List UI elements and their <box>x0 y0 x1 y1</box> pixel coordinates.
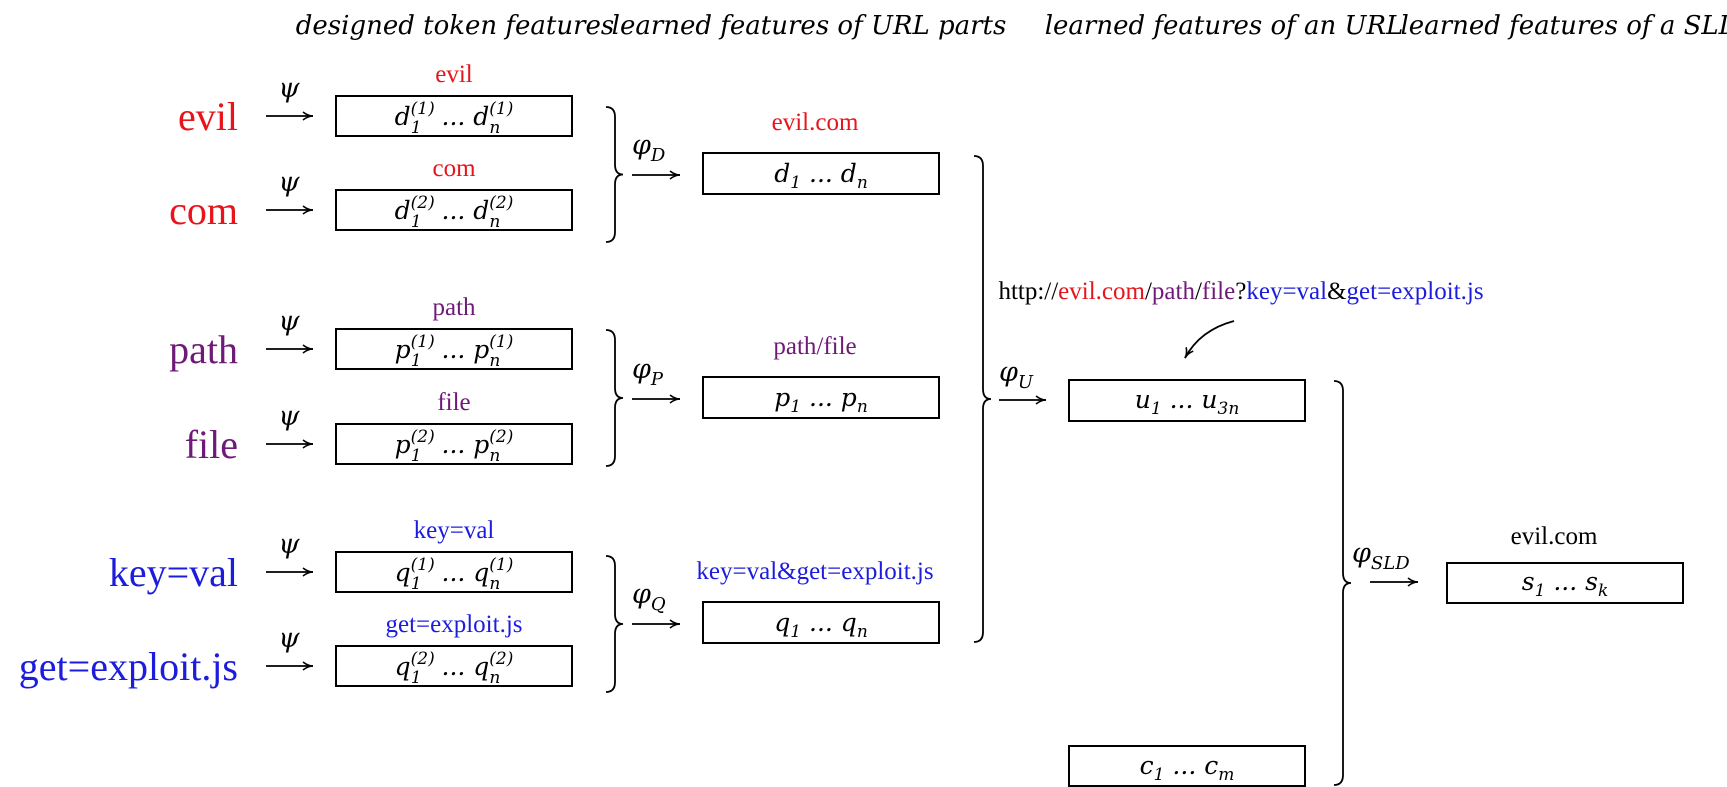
url-part-label: path/file <box>773 333 856 360</box>
token-feature-vector: q(1) 1 ... q(1) n <box>395 555 514 594</box>
token-box-label: evil <box>435 61 473 88</box>
url-segment: & <box>1327 278 1346 305</box>
sld-feature-box <box>1446 562 1684 604</box>
token-feature-box <box>335 95 573 137</box>
url-segment: file <box>1202 278 1235 305</box>
phi-url-symbol: φU <box>999 357 1034 393</box>
token-feature-vector: d(1) 1 ... d(1) n <box>395 99 514 138</box>
sld-label: evil.com <box>1511 523 1598 550</box>
url-segment: get=exploit.js <box>1347 278 1484 305</box>
url-segment: evil.com <box>1058 278 1145 305</box>
psi-symbol: ψ <box>278 529 300 560</box>
url-segment: key=val <box>1246 278 1327 305</box>
psi-symbol: ψ <box>278 623 300 654</box>
url-segment: http:// <box>998 278 1058 305</box>
token-box-label: get=exploit.js <box>386 611 523 638</box>
token-label: get=exploit.js <box>19 644 238 689</box>
token-feature-vector: d(2) 1 ... d(2) n <box>395 193 514 232</box>
url-segment: path <box>1152 278 1196 305</box>
token-group-brace <box>605 329 624 467</box>
token-label: com <box>169 188 238 233</box>
context-feature-box <box>1068 745 1306 787</box>
url-collection-brace <box>1333 380 1352 786</box>
url-part-label: evil.com <box>772 109 859 136</box>
token-feature-box <box>335 328 573 370</box>
url-feature-vector: u1 ... u3n <box>1135 385 1240 419</box>
context-feature-vector: c1 ... cm <box>1140 751 1235 785</box>
phi-part-symbol: φQ <box>632 579 666 615</box>
psi-symbol: ψ <box>278 401 300 432</box>
psi-symbol: ψ <box>278 73 300 104</box>
header-url-part-features: learned features of URL parts <box>612 11 1007 41</box>
token-row: evil ψ evil d(1) 1 ... d(1) n <box>178 61 573 139</box>
url-pointer-arrow <box>1184 320 1235 359</box>
url-segment: / <box>1195 278 1202 305</box>
url-part-row: φD evil.com d1 ... dn <box>605 106 940 243</box>
token-row: file ψ file p(2) 1 ... p(2) n <box>185 389 573 467</box>
token-feature-box <box>335 189 573 231</box>
token-feature-vector: p(1) 1 ... p(1) n <box>395 332 514 371</box>
token-feature-vector: p(2) 1 ... p(2) n <box>395 427 514 466</box>
sld-feature-vector: s1 ... sk <box>1522 567 1609 601</box>
url-part-row: φP path/file p1 ... pn <box>605 329 940 467</box>
sld-feature-column: φSLD evil.com s1 ... sk <box>1333 380 1684 786</box>
url-part-vector: q1 ... qn <box>774 608 868 642</box>
token-box-label: key=val <box>414 517 495 544</box>
token-box-label: com <box>432 155 476 182</box>
token-group-brace <box>605 106 624 243</box>
token-row: path ψ path p(1) 1 ... p(1) n <box>169 294 573 372</box>
token-label: path <box>169 327 238 372</box>
psi-symbol: ψ <box>278 306 300 337</box>
url-part-label: key=val&get=exploit.js <box>696 558 933 585</box>
token-box-label: file <box>437 389 470 416</box>
url-part-row: φQ key=val&get=exploit.js q1 ... qn <box>605 555 940 693</box>
phi-sld-symbol: φSLD <box>1352 538 1410 574</box>
header-token-features: designed token features <box>296 11 615 41</box>
token-feature-box <box>335 645 573 687</box>
token-rows: evil ψ evil d(1) 1 ... d(1) n com ψ com d(2) 1 ...… <box>19 61 573 689</box>
token-row: com ψ com d(2) 1 ... d(2) n <box>169 155 573 233</box>
url-segment: / <box>1145 278 1152 305</box>
phi-part-symbol: φD <box>632 130 666 166</box>
token-feature-vector: q(2) 1 ... q(2) n <box>395 649 514 688</box>
url-part-vector: d1 ... dn <box>774 159 868 193</box>
token-label: evil <box>178 94 238 139</box>
url-part-vector: p1 ... pn <box>774 383 868 417</box>
psi-symbol: ψ <box>278 167 300 198</box>
url-part-box <box>702 601 940 644</box>
url-part-box <box>702 152 940 195</box>
header-url-features: learned features of an URL <box>1045 11 1404 41</box>
phi-part-symbol: φP <box>632 354 664 390</box>
url-feature-column: φUhttp://evil.com/path/file?key=val&get=… <box>973 155 1484 787</box>
url-part-box <box>702 376 940 419</box>
token-row: get=exploit.js ψ get=exploit.js q(2) 1 ... q… <box>19 611 573 689</box>
token-label: key=val <box>109 550 238 595</box>
full-url-text: http://evil.com/path/file?key=val&get=ex… <box>998 278 1483 305</box>
token-feature-box <box>335 423 573 465</box>
token-label: file <box>185 422 238 467</box>
token-group-brace <box>605 555 624 693</box>
token-row: key=val ψ key=val q(1) 1 ... q(1) n <box>109 517 573 595</box>
url-feature-box <box>1068 379 1306 422</box>
token-feature-box <box>335 551 573 593</box>
url-segment: ? <box>1235 278 1246 305</box>
header-sld-features: learned features of a SLD <box>1400 11 1727 41</box>
url-parts-brace <box>973 155 992 643</box>
token-box-label: path <box>432 294 476 321</box>
